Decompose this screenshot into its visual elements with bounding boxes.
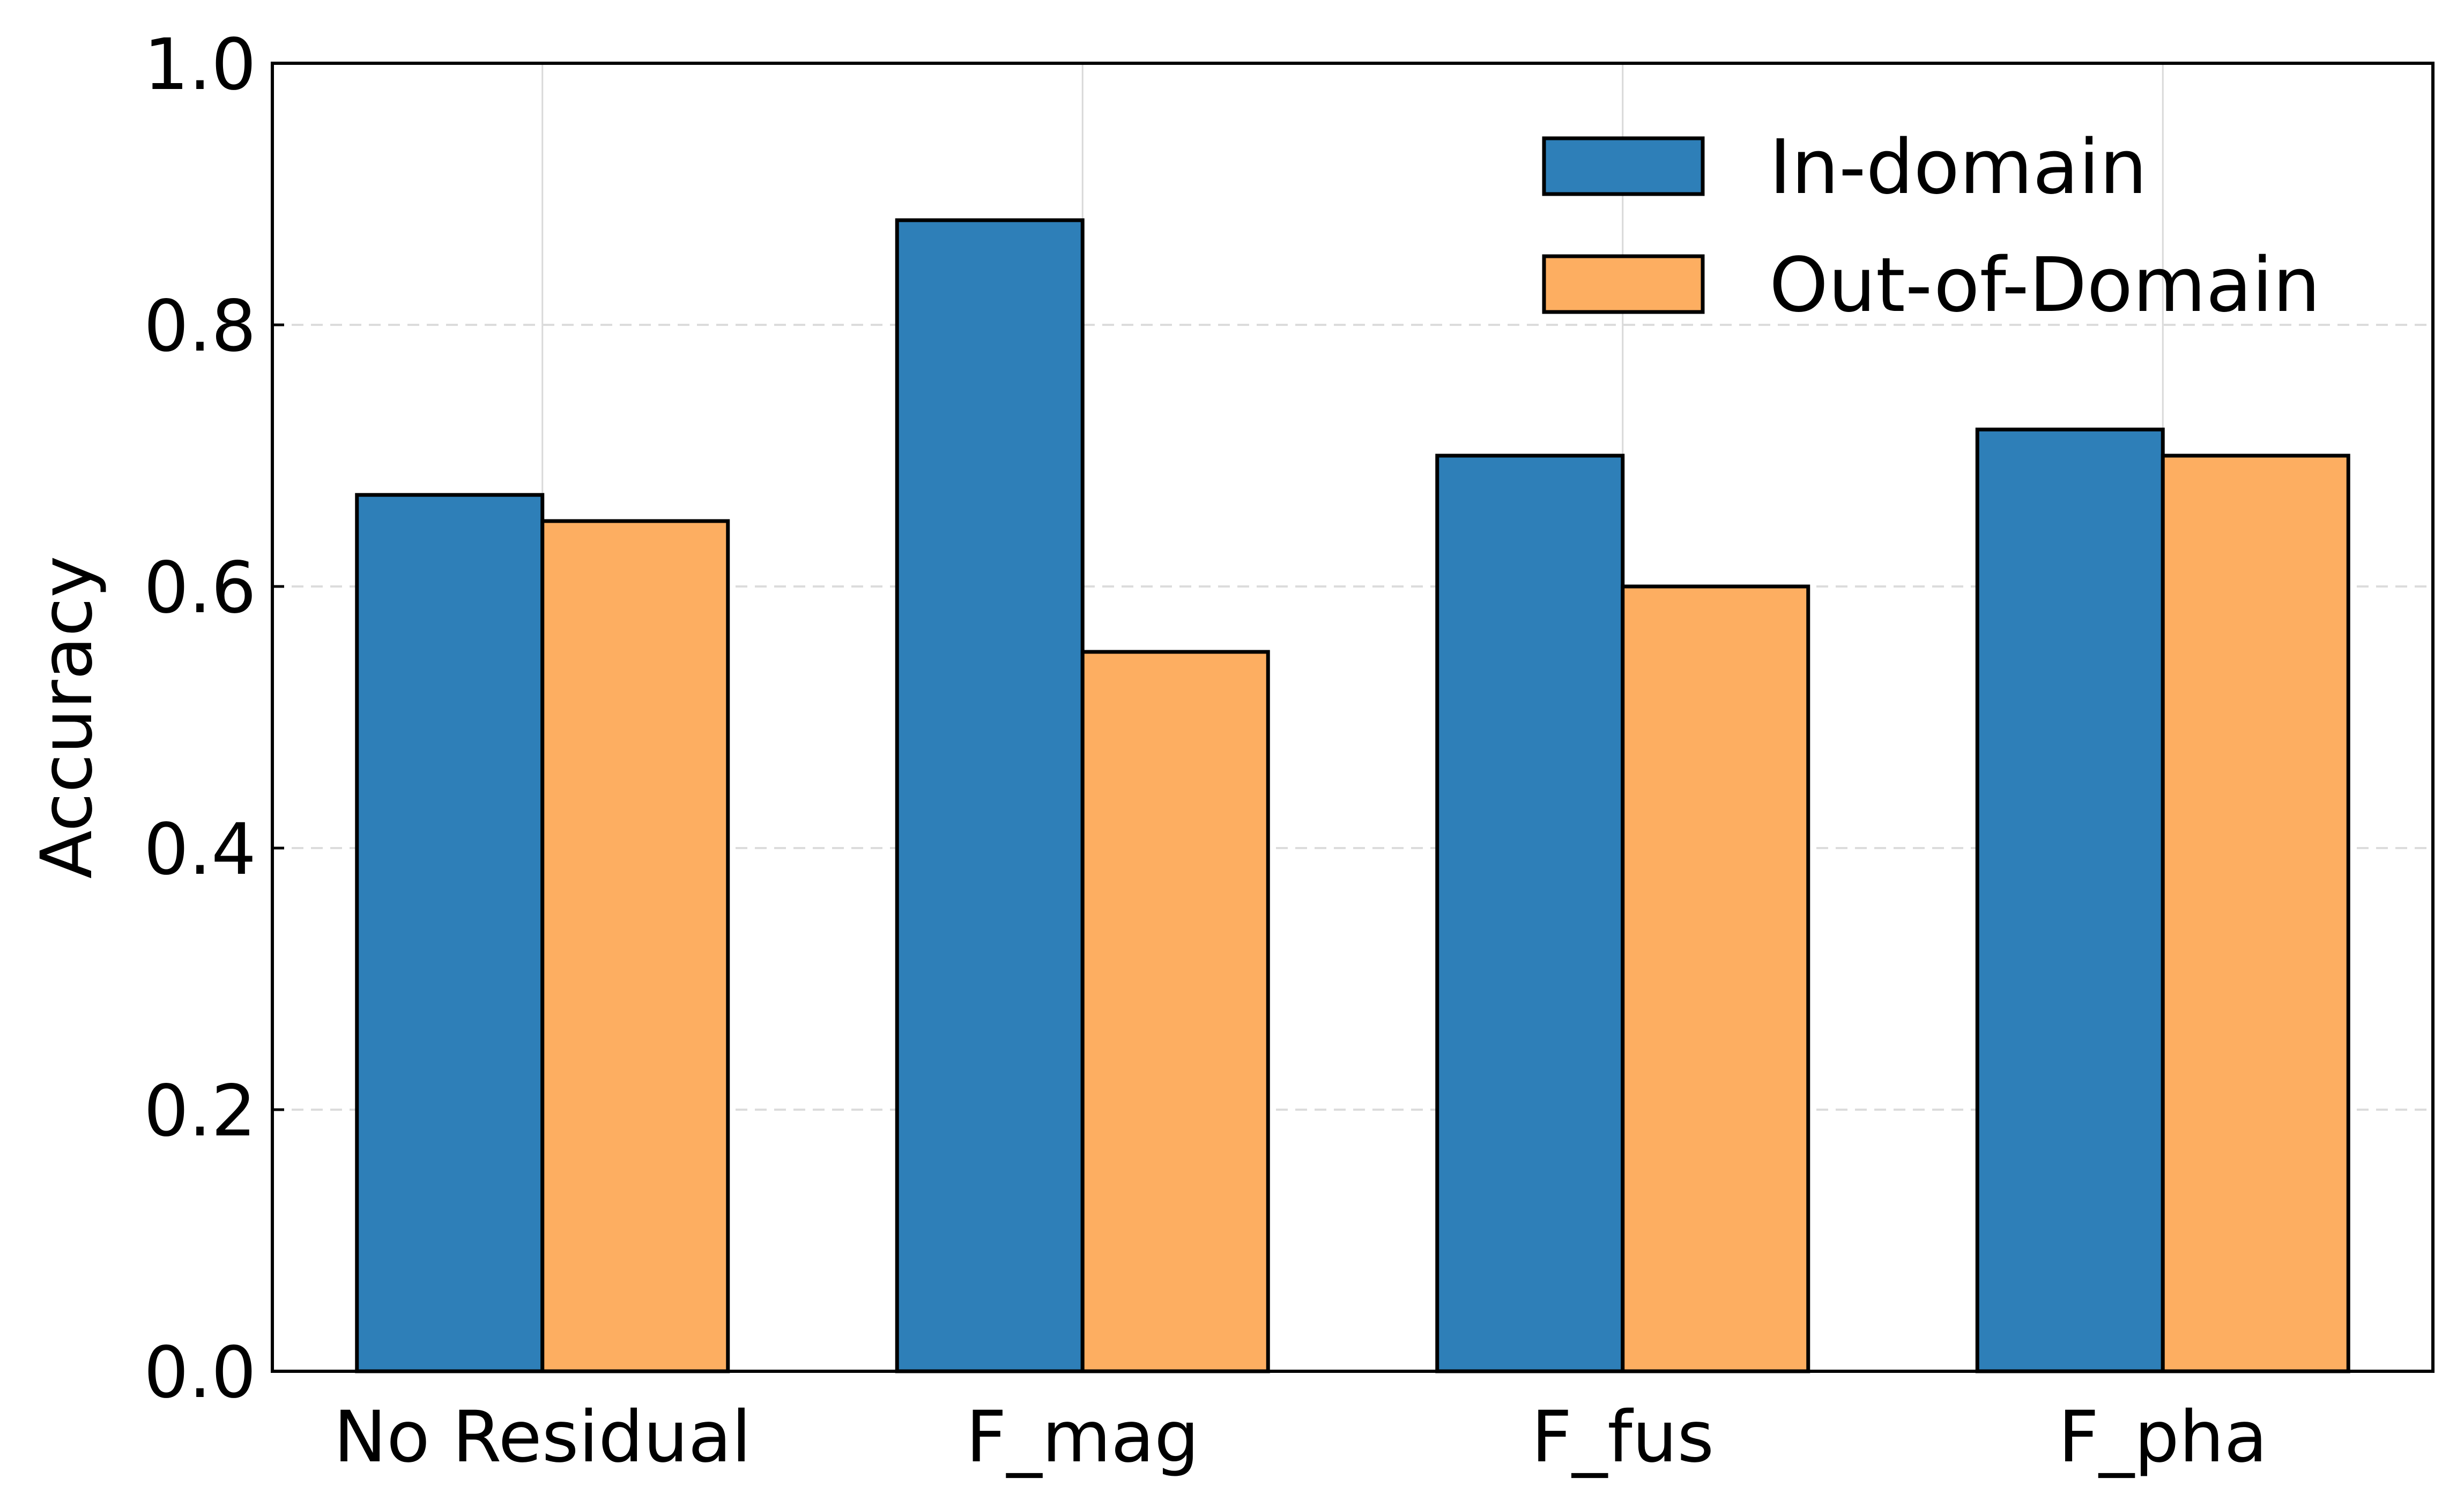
- bar: [1080, 650, 1270, 1373]
- y-axis-label: Accuracy: [26, 556, 108, 879]
- legend-swatch: [1542, 254, 1705, 314]
- bar: [2161, 454, 2350, 1373]
- plot-frame: [271, 62, 2435, 1373]
- bar: [1435, 454, 1625, 1373]
- bar: [1621, 584, 1810, 1373]
- x-tick-label: F_pha: [2058, 1396, 2267, 1478]
- x-tick-label: F_mag: [966, 1396, 1199, 1478]
- x-tick-label: F_fus: [1531, 1396, 1714, 1478]
- bar: [540, 519, 730, 1373]
- bars: [355, 218, 2350, 1373]
- x-tick-label: No Residual: [333, 1396, 751, 1478]
- y-tick-label: 0.0: [144, 1332, 256, 1414]
- y-tick-label: 0.4: [144, 808, 256, 891]
- y-axis: 0.0 0.2 0.4 0.6 0.8 1.0: [144, 24, 284, 1414]
- legend-swatch: [1542, 136, 1705, 196]
- legend-label: In-domain: [1769, 124, 2147, 211]
- bar: [895, 218, 1085, 1373]
- x-axis: No Residual F_mag F_fus F_pha: [333, 1396, 2267, 1478]
- legend: In-domain Out-of-Domain: [1542, 124, 2320, 329]
- legend-label: Out-of-Domain: [1769, 242, 2320, 329]
- y-tick-label: 1.0: [144, 24, 256, 106]
- y-tick-label: 0.6: [144, 547, 256, 629]
- y-tick-label: 0.8: [144, 285, 256, 368]
- bar: [1975, 427, 2165, 1373]
- y-tick-label: 0.2: [144, 1070, 256, 1153]
- bar: [355, 493, 545, 1373]
